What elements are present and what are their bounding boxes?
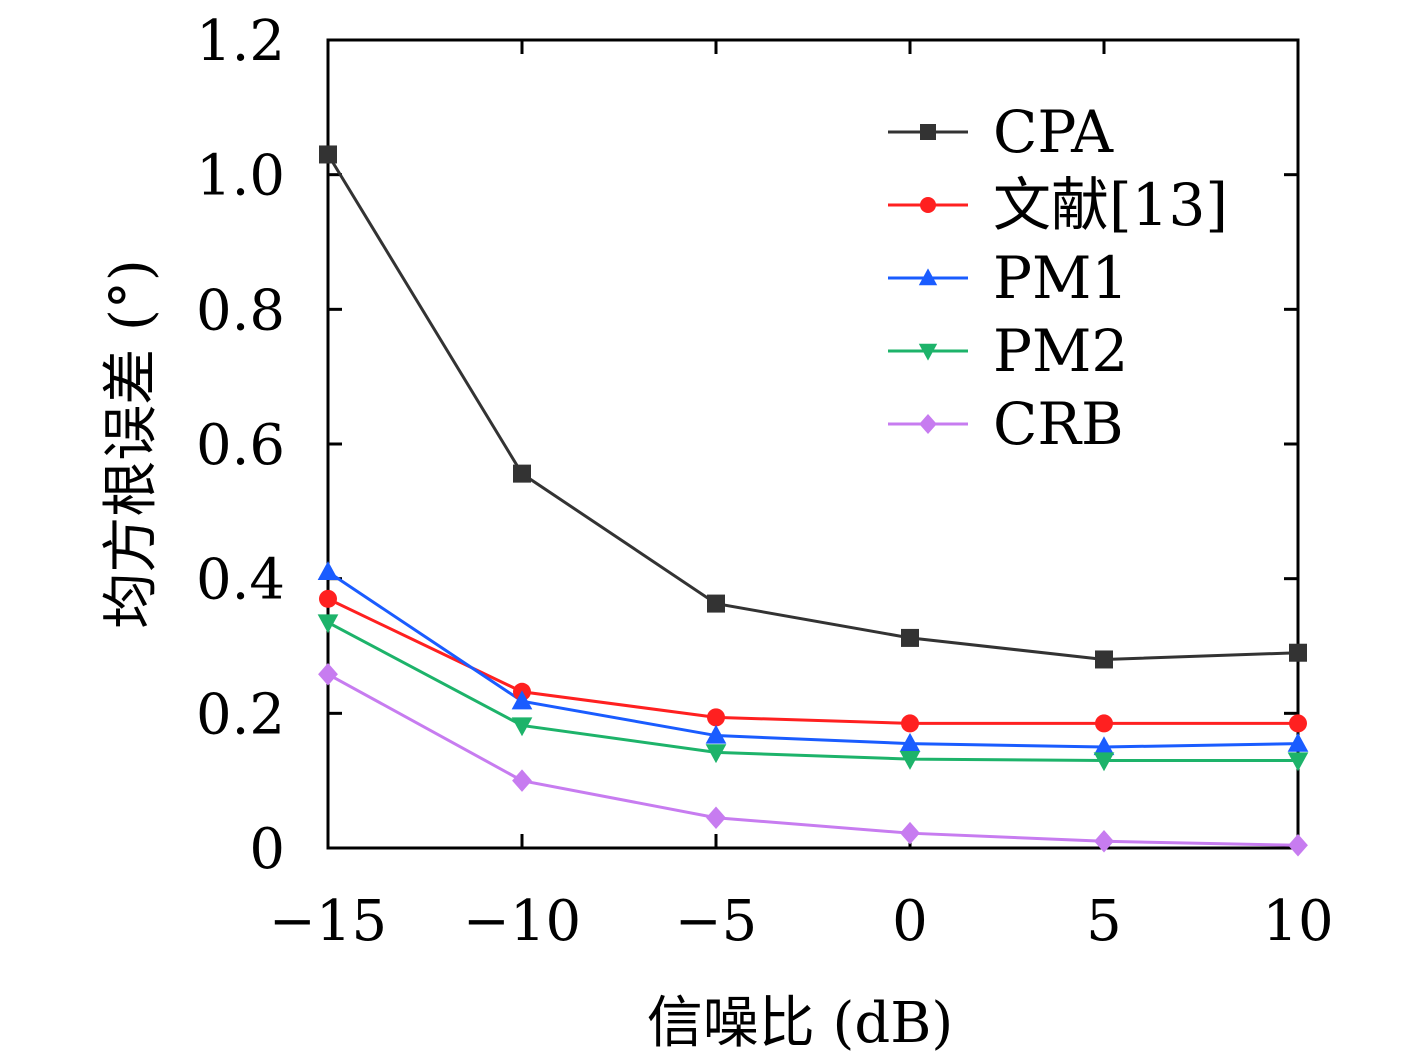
- data-point: [512, 769, 532, 792]
- data-point: [707, 594, 725, 613]
- data-point: [1095, 650, 1113, 669]
- legend-label: CRB: [993, 390, 1124, 458]
- legend-swatch-marker: [920, 124, 936, 140]
- data-point: [319, 145, 337, 164]
- series-line: [326, 153, 1299, 661]
- data-point: [511, 690, 533, 710]
- series-lines: [326, 153, 1299, 847]
- legend-swatch-marker: [918, 268, 938, 286]
- series-line: [327, 621, 1298, 762]
- data-point: [513, 464, 531, 483]
- y-tick-label: 1.0: [196, 144, 285, 209]
- data-point: [705, 744, 727, 764]
- x-tick-label: 5: [1086, 889, 1122, 954]
- data-point: [901, 714, 919, 733]
- data-point: [1093, 736, 1115, 756]
- x-tick-label: −10: [463, 889, 581, 954]
- data-point: [900, 821, 920, 845]
- legend-swatch-marker: [919, 414, 937, 434]
- y-tick-label: 1.2: [196, 9, 285, 74]
- data-point: [1289, 643, 1307, 662]
- y-tick-label: 0.2: [196, 682, 285, 747]
- axis-ticks: [326, 38, 1300, 850]
- x-tick-label: 0: [892, 889, 928, 954]
- x-tick-label: 10: [1262, 889, 1333, 954]
- data-point: [706, 806, 726, 829]
- data-point: [705, 724, 727, 744]
- data-point: [1094, 830, 1114, 853]
- plot-frame: [326, 38, 1300, 850]
- legend-swatch-marker: [918, 343, 938, 361]
- y-tick-label: 0: [249, 817, 285, 882]
- data-point: [1289, 714, 1307, 733]
- data-point: [317, 561, 339, 581]
- y-tick-label: 0.8: [196, 278, 285, 343]
- data-point: [1288, 834, 1308, 857]
- x-axis-title: 信噪比 (dB): [647, 991, 954, 1056]
- data-point: [319, 589, 337, 608]
- x-tick-labels: −15 −10 −5 0 5 10: [269, 889, 1334, 954]
- data-point: [901, 628, 919, 647]
- y-tick-labels: 0 0.2 0.4 0.6 0.8 1.0 1.2: [196, 9, 285, 882]
- legend-label: 文献[13]: [993, 171, 1228, 239]
- data-point: [1095, 714, 1113, 733]
- data-point: [899, 732, 921, 752]
- y-axis-title: 均方根误差 (°): [99, 259, 164, 629]
- data-point: [511, 717, 533, 737]
- series-line: [327, 570, 1299, 749]
- series-line: [327, 597, 1298, 725]
- legend-label: CPA: [993, 98, 1114, 166]
- data-point: [899, 751, 921, 770]
- series-markers: [317, 145, 1309, 857]
- y-tick-label: 0.4: [196, 548, 285, 613]
- x-tick-label: −5: [675, 889, 758, 954]
- legend-label: PM1: [993, 244, 1128, 312]
- data-point: [1287, 732, 1309, 752]
- x-tick-label: −15: [269, 889, 387, 954]
- data-point: [318, 663, 338, 686]
- y-tick-label: 0.6: [196, 413, 285, 478]
- legend-label: PM2: [993, 317, 1128, 385]
- data-point: [707, 708, 725, 727]
- series-line: [327, 672, 1299, 847]
- data-point: [1287, 752, 1309, 772]
- data-point: [317, 614, 339, 634]
- legend-swatch-marker: [920, 197, 936, 213]
- data-point: [1093, 752, 1115, 772]
